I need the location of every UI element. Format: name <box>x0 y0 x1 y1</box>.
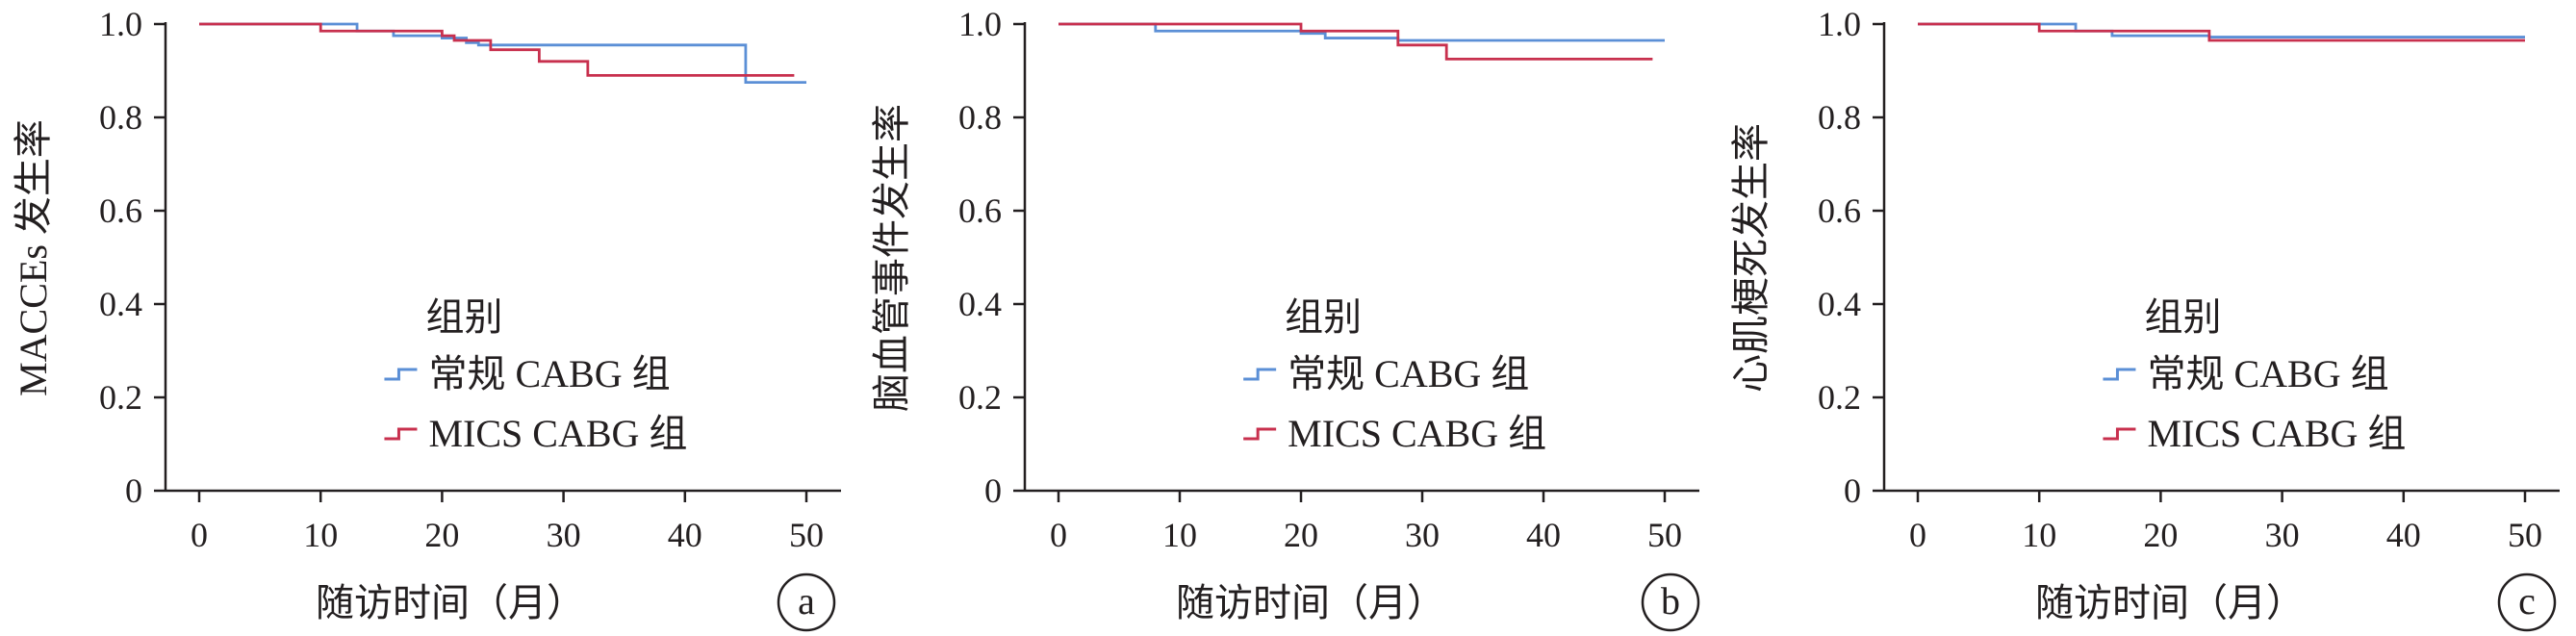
legend-label-conventional: 常规 CABG 组 <box>2147 352 2388 395</box>
y-tick-label: 0 <box>125 471 142 510</box>
y-tick-label: 0.8 <box>99 98 142 137</box>
x-tick-label: 10 <box>303 516 338 554</box>
y-tick-label: 0.6 <box>958 191 1002 230</box>
y-tick-label: 1.0 <box>99 5 142 43</box>
series-line-conventional <box>199 22 806 85</box>
x-tick-label: 50 <box>2508 516 2542 554</box>
x-tick-label: 10 <box>1162 516 1197 554</box>
x-tick-label: 30 <box>2265 516 2300 554</box>
x-tick-label: 50 <box>789 516 824 554</box>
x-axis-title: 随访时间（月） <box>316 581 585 624</box>
panel-label: b <box>1661 579 1680 623</box>
x-tick-label: 20 <box>424 516 459 554</box>
legend-title: 组别 <box>2144 295 2221 339</box>
legend-swatch-mics <box>384 427 418 441</box>
chart-panel-b: 0 0.2 0.4 0.6 0.8 1.0 0 10 20 30 40 50 脑血管事件发生率随访时间（… <box>870 5 1700 632</box>
panel-label: a <box>798 579 815 623</box>
y-tick-label: 0.6 <box>1818 191 1861 230</box>
y-tick-label: 0 <box>984 471 1002 510</box>
chart-panel-a: 0 0.2 0.4 0.6 0.8 1.0 0 10 20 30 40 50 MACCEs 发生率随访时… <box>12 5 841 632</box>
x-tick-label: 0 <box>1909 516 1926 554</box>
x-axis-title: 随访时间（月） <box>2035 581 2305 624</box>
y-tick-label: 0.2 <box>99 378 142 417</box>
x-tick-label: 30 <box>1405 516 1440 554</box>
y-axis-title: MACCEs 发生率 <box>12 119 55 396</box>
x-tick-label: 0 <box>191 516 208 554</box>
y-tick-label: 0 <box>1844 471 1861 510</box>
y-tick-label: 0.4 <box>99 285 142 323</box>
y-axis-title: 脑血管事件发生率 <box>870 104 913 412</box>
legend-label-conventional: 常规 CABG 组 <box>1288 352 1529 395</box>
y-tick-label: 0.4 <box>1818 285 1861 323</box>
y-tick-label: 0.2 <box>1818 378 1861 417</box>
legend-title: 组别 <box>425 295 502 339</box>
legend-label-mics: MICS CABG 组 <box>1288 412 1546 455</box>
y-tick-label: 0.8 <box>958 98 1002 137</box>
legend-label-mics: MICS CABG 组 <box>428 412 687 455</box>
panel-label: c <box>2518 579 2536 623</box>
x-tick-label: 10 <box>2022 516 2056 554</box>
x-tick-label: 40 <box>668 516 702 554</box>
x-tick-label: 20 <box>2143 516 2178 554</box>
y-tick-label: 0.2 <box>958 378 1002 417</box>
x-tick-label: 0 <box>1050 516 1067 554</box>
y-tick-label: 1.0 <box>1818 5 1861 43</box>
y-tick-label: 0.6 <box>99 191 142 230</box>
legend-swatch-conventional <box>1243 368 1277 381</box>
y-axis-title: 心肌梗死发生率 <box>1729 123 1773 393</box>
legend-label-mics: MICS CABG 组 <box>2147 412 2406 455</box>
panel-label-circle <box>777 572 836 632</box>
y-tick-label: 1.0 <box>958 5 1002 43</box>
x-tick-label: 40 <box>1526 516 1561 554</box>
series-line-conventional <box>1918 22 2525 38</box>
y-tick-label: 0.4 <box>958 285 1002 323</box>
x-tick-label: 30 <box>547 516 581 554</box>
legend-label-conventional: 常规 CABG 组 <box>428 352 670 395</box>
x-tick-label: 20 <box>1284 516 1318 554</box>
x-tick-label: 50 <box>1647 516 1682 554</box>
x-axis-title: 随访时间（月） <box>1176 581 1445 624</box>
legend-title: 组别 <box>1285 295 1362 339</box>
panel-label-circle <box>2497 572 2557 632</box>
chart-panel-c: 0 0.2 0.4 0.6 0.8 1.0 0 10 20 30 40 50 心肌梗死发生率随访时间（月… <box>1729 5 2560 632</box>
x-tick-label: 40 <box>2386 516 2421 554</box>
series-line-mics <box>199 22 795 77</box>
legend-swatch-mics <box>2103 427 2136 441</box>
series-line-mics <box>1918 22 2525 42</box>
series-line-mics <box>1058 22 1653 61</box>
y-tick-label: 0.8 <box>1818 98 1861 137</box>
legend-swatch-conventional <box>2103 368 2136 381</box>
legend-swatch-mics <box>1243 427 1277 441</box>
panel-label-circle <box>1641 572 1700 632</box>
legend-swatch-conventional <box>384 368 418 381</box>
